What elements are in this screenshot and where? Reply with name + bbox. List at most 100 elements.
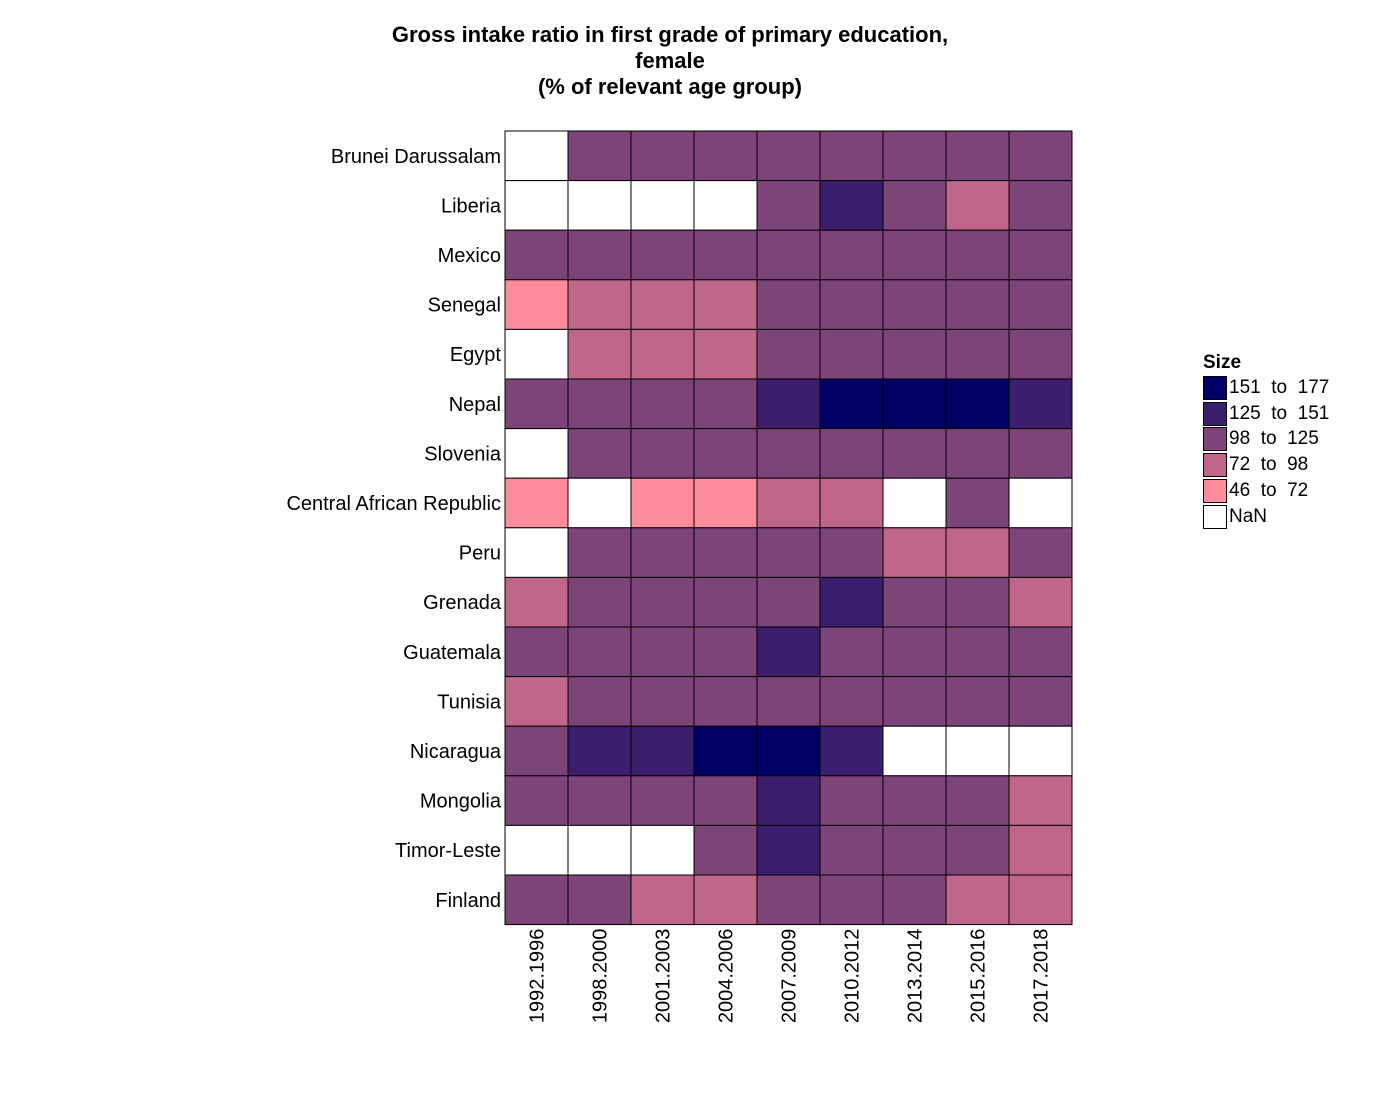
heatmap-cell <box>819 477 884 529</box>
y-tick-label: Egypt <box>450 344 502 366</box>
heatmap-cell <box>945 279 1010 330</box>
heatmap-cell <box>630 180 695 231</box>
legend-item: NaN <box>1203 504 1329 530</box>
legend-label: 98 to 125 <box>1229 428 1319 450</box>
y-tick-label: Tunisia <box>437 691 502 713</box>
y-tick-label: Grenada <box>423 592 502 614</box>
heatmap-cell <box>1008 328 1073 380</box>
heatmap-cell <box>819 180 884 231</box>
y-tick-label: Mongolia <box>420 791 502 813</box>
heatmap-cell <box>693 775 758 826</box>
y-tick-label: Peru <box>459 543 501 565</box>
heatmap-cell <box>1008 378 1073 430</box>
heatmap-cell <box>1008 180 1073 231</box>
y-tick-label: Finland <box>435 890 501 912</box>
heatmap-cell <box>819 229 884 281</box>
legend-swatch <box>1203 427 1227 452</box>
y-tick-label: Timor-Leste <box>395 840 501 862</box>
heatmap-cell <box>567 775 632 826</box>
heatmap-cell <box>945 130 1010 182</box>
x-tick-label: 2007.2009 <box>779 929 801 1024</box>
heatmap-cell <box>756 576 821 628</box>
heatmap-cell <box>882 824 947 876</box>
heatmap-cell <box>882 180 947 231</box>
y-tick-label: Slovenia <box>424 443 502 465</box>
chart-title-line-2: female <box>635 48 705 73</box>
legend-label: 125 to 151 <box>1229 402 1330 424</box>
heatmap-cell <box>693 477 758 529</box>
x-axis-labels: 1992.1996 1998.2000 2001.2003 2004.2006 2007… <box>527 929 1053 1024</box>
x-tick-label: 2013.2014 <box>905 929 927 1024</box>
heatmap-cell <box>504 725 569 777</box>
heatmap-cell <box>693 328 758 380</box>
heatmap-cell <box>630 527 695 578</box>
heatmap-cell <box>819 626 884 678</box>
heatmap-cell <box>945 626 1010 678</box>
heatmap-cell <box>693 874 758 926</box>
heatmap-cell <box>567 229 632 281</box>
heatmap-cell <box>882 527 947 578</box>
heatmap-cell <box>630 775 695 826</box>
heatmap-cell <box>1008 725 1073 777</box>
y-tick-label: Liberia <box>441 195 502 217</box>
heatmap-cell <box>504 626 569 678</box>
heatmap-cell <box>693 378 758 430</box>
heatmap-cell <box>504 824 569 876</box>
heatmap-cell <box>945 576 1010 628</box>
heatmap-cell <box>1008 130 1073 182</box>
y-tick-label: Brunei Darussalam <box>331 146 501 168</box>
legend-item: 125 to 151 <box>1203 401 1329 427</box>
heatmap-cell <box>1008 874 1073 926</box>
heatmap-cell <box>693 626 758 678</box>
heatmap-cell <box>504 527 569 578</box>
heatmap-cell <box>882 378 947 430</box>
heatmap-cell <box>882 130 947 182</box>
heatmap-cell <box>819 576 884 628</box>
legend-item: 72 to 98 <box>1203 452 1329 478</box>
heatmap-cell <box>504 775 569 826</box>
heatmap-cell <box>504 180 569 231</box>
heatmap-cell <box>756 328 821 380</box>
heatmap-cell <box>630 229 695 281</box>
heatmap-cell <box>504 477 569 529</box>
heatmap-cell <box>945 229 1010 281</box>
y-tick-label: Guatemala <box>403 642 502 664</box>
heatmap-cell <box>630 279 695 330</box>
heatmap-cell <box>693 130 758 182</box>
x-tick-label: 2015.2016 <box>968 929 990 1024</box>
heatmap-cell <box>756 229 821 281</box>
heatmap-cell <box>693 824 758 876</box>
heatmap-cell <box>1008 527 1073 578</box>
heatmap-cell <box>882 279 947 330</box>
legend-item: 46 to 72 <box>1203 478 1329 504</box>
legend-label: 151 to 177 <box>1229 376 1330 398</box>
legend-items: 151 to 177 125 to 151 98 to 125 72 to 98 46 … <box>1203 375 1329 530</box>
heatmap-cell <box>756 725 821 777</box>
legend-label: 46 to 72 <box>1229 480 1309 502</box>
heatmap-cell <box>567 378 632 430</box>
heatmap-cell <box>756 279 821 330</box>
heatmap-cell <box>567 428 632 479</box>
heatmap-cell <box>756 676 821 727</box>
heatmap-cell <box>819 378 884 430</box>
heatmap-cell <box>567 328 632 380</box>
x-tick-label: 2017.2018 <box>1031 929 1053 1024</box>
heatmap-cell <box>504 378 569 430</box>
heatmap-cell <box>819 874 884 926</box>
heatmap-cell <box>630 626 695 678</box>
legend-label: NaN <box>1229 505 1268 527</box>
heatmap-cell <box>1008 229 1073 281</box>
heatmap-cell <box>504 428 569 479</box>
heatmap-cells <box>504 130 1073 926</box>
heatmap-cell <box>882 626 947 678</box>
legend-title: Size <box>1203 352 1242 373</box>
heatmap-cell <box>1008 428 1073 479</box>
heatmap-cell <box>1008 477 1073 529</box>
heatmap-cell <box>945 725 1010 777</box>
y-tick-label: Nepal <box>449 394 501 416</box>
heatmap-cell <box>504 676 569 727</box>
heatmap-cell <box>882 229 947 281</box>
heatmap-cell <box>693 279 758 330</box>
heatmap-cell <box>756 874 821 926</box>
